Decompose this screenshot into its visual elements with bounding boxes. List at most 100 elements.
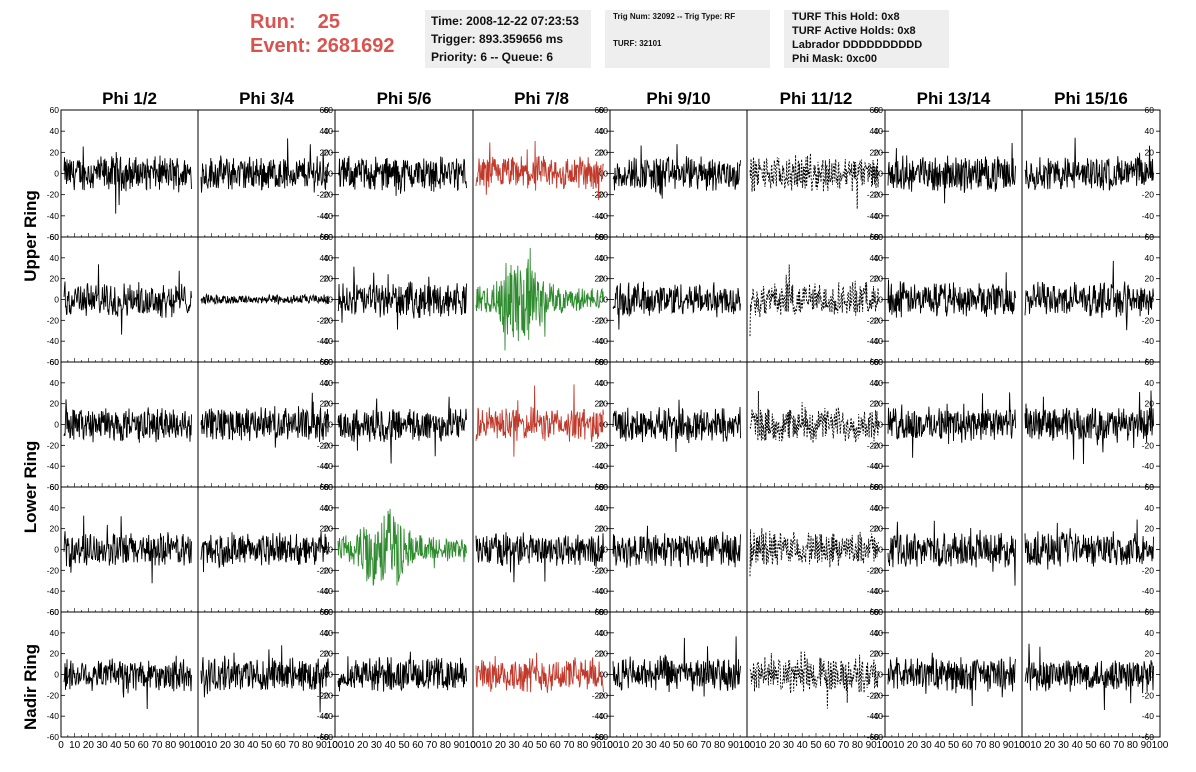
y-tick-label: -20 (321, 565, 334, 575)
x-tick-label: 0 (58, 740, 64, 751)
y-tick-label: -20 (1142, 190, 1155, 200)
y-tick-label: 0 (324, 169, 329, 179)
y-tick-label: 60 (320, 357, 330, 367)
y-tick-label: 40 (1145, 253, 1155, 263)
y-tick-label: 40 (1145, 126, 1155, 136)
y-tick-label: -40 (47, 711, 60, 721)
x-tick-label: 20 (357, 740, 369, 751)
y-tick-label: 0 (54, 169, 59, 179)
column-titles: Phi 1/2 Phi 3/4 Phi 5/6 Phi 7/8 Phi 9/10 Phi … (102, 89, 1128, 108)
y-tick-label: 60 (599, 105, 609, 115)
y-tick-label: 60 (1145, 232, 1155, 242)
x-tick-label: 0 (607, 740, 613, 751)
y-tick-label: -60 (871, 732, 884, 742)
y-tick-label: -20 (592, 565, 605, 575)
x-tick-label: 90 (728, 740, 740, 751)
y-tick-label: 60 (874, 607, 884, 617)
time-info-box: Time: 2008-12-22 07:23:53 Trigger: 893.3… (425, 10, 591, 68)
y-tick-label: -20 (871, 190, 884, 200)
y-tick-label: 0 (328, 169, 333, 179)
y-tick-label: -40 (317, 711, 330, 721)
y-tick-label: 40 (599, 126, 609, 136)
y-tick-label: -20 (1142, 690, 1155, 700)
y-tick-label: 40 (595, 503, 605, 513)
y-tick-label: 0 (878, 545, 883, 555)
y-tick-label: 20 (599, 649, 609, 659)
y-tick-label: 20 (874, 399, 884, 409)
waveform-trace (337, 651, 467, 692)
y-tick-label: 20 (1145, 649, 1155, 659)
waveform-trace (749, 264, 879, 337)
event-value: 2681692 (316, 35, 395, 57)
y-tick-label: 60 (1145, 357, 1155, 367)
x-tick-label: 10 (1030, 740, 1042, 751)
y-tick-label: 60 (870, 357, 880, 367)
y-tick-label: -20 (47, 440, 60, 450)
x-tick-label: 60 (275, 740, 287, 751)
x-tick-label: 20 (495, 740, 507, 751)
x-tick-label: 60 (962, 740, 974, 751)
x-tick-label: 10 (755, 740, 767, 751)
x-tick-label: 90 (866, 740, 878, 751)
run-value: 25 (317, 11, 341, 33)
y-tick-label: -40 (592, 586, 605, 596)
y-tick-label: 20 (320, 524, 330, 534)
y-tick-label: 20 (324, 147, 334, 157)
y-tick-label: 60 (874, 105, 884, 115)
x-tick-label: 70 (563, 740, 575, 751)
waveform-trace (749, 651, 879, 709)
x-tick-label: 80 (165, 740, 177, 751)
y-tick-label: -20 (871, 690, 884, 700)
y-tick-label: -40 (596, 586, 609, 596)
x-tick-label: 20 (83, 740, 95, 751)
y-tick-label: 0 (54, 420, 59, 430)
y-tick-label: 20 (320, 274, 330, 284)
y-tick-label: 20 (50, 274, 60, 284)
y-tick-label: 40 (324, 378, 334, 388)
x-tick-label: 90 (454, 740, 466, 751)
x-tick-label: 40 (385, 740, 397, 751)
y-tick-label: 20 (50, 524, 60, 534)
time-text: Time: 2008-12-22 07:23:53 (431, 14, 579, 28)
y-tick-label: 20 (874, 649, 884, 659)
y-tick-label: 60 (599, 232, 609, 242)
x-tick-label: 10 (206, 740, 218, 751)
y-tick-label: 0 (54, 295, 59, 305)
y-tick-label: 60 (595, 357, 605, 367)
y-tick-label: 20 (870, 524, 880, 534)
waveform-trace (1024, 519, 1154, 570)
x-tick-label: 30 (234, 740, 246, 751)
y-tick-label: 20 (1145, 524, 1155, 534)
waveform-trace (200, 292, 329, 305)
waveform-trace (475, 140, 604, 201)
y-tick-label: 60 (599, 482, 609, 492)
y-tick-label: 40 (870, 378, 880, 388)
column-title: Phi 11/12 (780, 89, 853, 108)
waveform-trace (475, 384, 604, 457)
y-tick-label: 60 (50, 607, 60, 617)
y-tick-label: 60 (870, 607, 880, 617)
ring-label: Upper Ring (21, 190, 40, 282)
y-tick-label: 40 (599, 628, 609, 638)
y-tick-label: 20 (874, 274, 884, 284)
y-tick-label: 60 (1145, 105, 1155, 115)
y-tick-label: -40 (321, 711, 334, 721)
x-tick-label: 20 (907, 740, 919, 751)
x-tick-label: 100 (877, 740, 894, 751)
x-tick-label: 60 (687, 740, 699, 751)
y-tick-label: 40 (874, 628, 884, 638)
y-tick-label: 20 (324, 399, 334, 409)
y-tick-label: -20 (1142, 565, 1155, 575)
y-tick-label: 60 (870, 482, 880, 492)
waveform-trace (749, 153, 879, 209)
y-tick-label: 60 (320, 105, 330, 115)
